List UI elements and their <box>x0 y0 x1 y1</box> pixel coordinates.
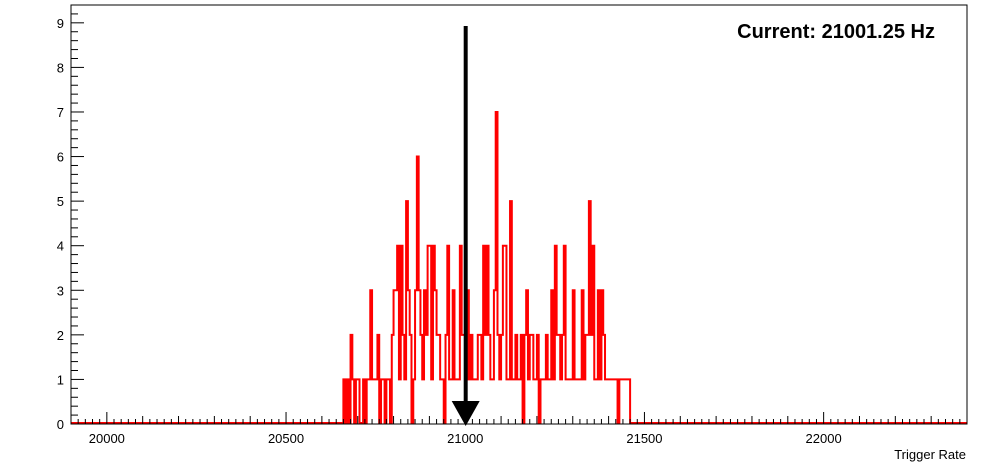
histogram-bin <box>485 335 487 424</box>
histogram-bin <box>372 379 374 424</box>
histogram-bin <box>514 379 516 424</box>
histogram-bin <box>612 379 614 424</box>
y-tick-label: 1 <box>57 372 64 387</box>
x-tick-label: 20000 <box>89 431 125 446</box>
histogram-bin <box>566 379 568 424</box>
current-rate-annotation: Current: 21001.25 Hz <box>737 21 935 43</box>
histogram-bin <box>614 379 616 424</box>
histogram-bin <box>508 379 510 424</box>
x-axis: 20000 20500 21000 21500 22000 <box>70 412 968 446</box>
histogram-bin <box>437 335 439 424</box>
histogram-bin <box>591 335 593 424</box>
y-tick-label: 5 <box>57 194 64 209</box>
histogram-bin <box>533 379 535 424</box>
histogram-bin <box>610 379 612 424</box>
histogram-bin <box>596 379 598 424</box>
histogram-bin <box>548 379 550 424</box>
histogram-bin <box>528 379 530 424</box>
histogram-bin <box>449 379 451 424</box>
histogram-bin <box>569 379 571 424</box>
y-tick-label: 3 <box>57 283 64 298</box>
histogram-bin <box>553 379 555 424</box>
y-axis: 0 1 2 3 4 5 6 7 8 9 <box>57 4 84 432</box>
histogram-bin <box>578 379 580 424</box>
x-tick-label: 21500 <box>626 431 662 446</box>
histogram-bin <box>549 379 551 424</box>
histogram-bin <box>399 379 401 424</box>
histogram-bin <box>544 379 546 424</box>
histogram-bin <box>594 379 596 424</box>
x-tick-label: 22000 <box>806 431 842 446</box>
histogram-bin <box>519 379 521 424</box>
y-tick-label: 6 <box>57 150 64 165</box>
histogram-bin <box>440 379 442 424</box>
x-tick-label: 20500 <box>268 431 304 446</box>
plot-frame <box>70 4 968 425</box>
histogram-bin <box>506 379 508 424</box>
y-tick-label: 7 <box>57 105 64 120</box>
histogram-bin <box>426 335 428 424</box>
histogram-bin <box>623 379 625 424</box>
histogram-bin <box>374 379 376 424</box>
histogram-bin <box>621 379 623 424</box>
current-value-marker <box>451 26 480 426</box>
y-tick-label: 2 <box>57 328 64 343</box>
histogram-line <box>71 110 967 424</box>
histogram-bin <box>576 379 578 424</box>
histogram-bin <box>567 379 569 424</box>
histogram-bin <box>557 335 559 424</box>
histogram-bin <box>517 379 519 424</box>
histogram-bin <box>584 379 586 424</box>
x-tick-label: 21000 <box>447 431 483 446</box>
histogram-bin <box>625 379 627 424</box>
histogram-bars <box>71 110 967 424</box>
histogram-bin <box>600 379 602 424</box>
histogram-bin <box>512 379 514 424</box>
arrow-head <box>451 401 480 426</box>
histogram-bin <box>368 379 370 424</box>
histogram-bin <box>587 335 589 424</box>
histogram-bin <box>422 379 424 424</box>
y-tick-label: 4 <box>57 239 64 254</box>
histogram-bin <box>404 379 406 424</box>
y-tick-label: 0 <box>57 417 64 432</box>
histogram-bin <box>376 379 378 424</box>
histogram-bin <box>605 379 607 424</box>
histogram-bin <box>490 379 492 424</box>
histogram-bin <box>580 379 582 424</box>
histogram-bin <box>492 379 494 424</box>
histogram-bin <box>395 290 397 424</box>
x-axis-title: Trigger Rate <box>894 447 966 462</box>
histogram-bin <box>542 379 544 424</box>
y-tick-label: 8 <box>57 60 64 75</box>
histogram-bin <box>560 379 562 424</box>
histogram-bin <box>575 379 577 424</box>
histogram-bin <box>627 379 629 424</box>
y-tick-label: 9 <box>57 16 64 31</box>
histogram-bin <box>431 379 433 424</box>
histogram-bin <box>481 379 483 424</box>
